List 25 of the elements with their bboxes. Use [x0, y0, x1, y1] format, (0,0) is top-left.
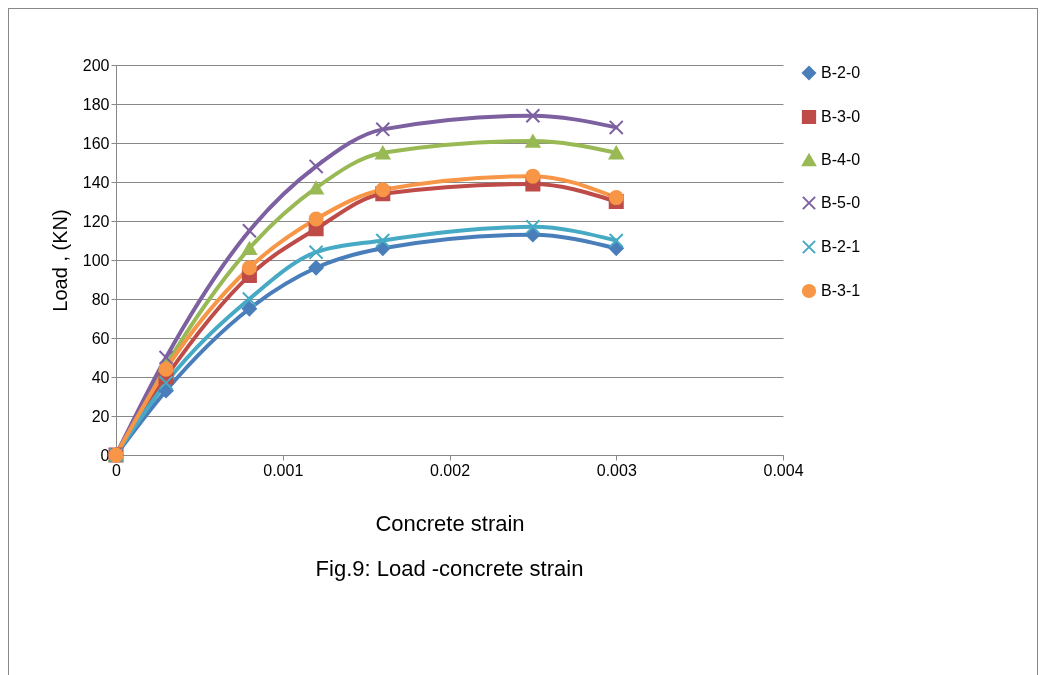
y-tick-label: 40 — [91, 368, 110, 386]
y-tick-label: 20 — [91, 407, 110, 425]
legend-label: B-5-0 — [821, 194, 861, 211]
y-tick-label: 0 — [100, 446, 110, 464]
y-tick-label: 140 — [82, 173, 110, 191]
x-tick-label: 0 — [112, 461, 122, 479]
y-tick-label: 120 — [82, 212, 110, 230]
y-tick-label: 180 — [82, 95, 110, 113]
legend-label: B-3-0 — [821, 108, 861, 125]
x-tick-label: 0.003 — [596, 461, 637, 479]
y-axis-title: Load , (KN) — [48, 209, 71, 312]
y-tick-label: 100 — [82, 251, 110, 269]
y-tick-label: 80 — [91, 290, 110, 308]
legend-label: B-2-0 — [821, 64, 861, 81]
text: Fig.9: Load -concrete strain — [315, 556, 584, 581]
x-tick-label: 0.004 — [763, 461, 804, 479]
x-axis-title: Concrete strain — [375, 510, 525, 536]
legend-label: B-3-1 — [821, 282, 861, 299]
y-tick-label: 200 — [82, 56, 110, 74]
legend-label: B-2-1 — [821, 238, 861, 255]
x-tick-label: 0.002 — [429, 461, 471, 479]
y-tick-label: 60 — [91, 329, 110, 347]
y-tick-label: 160 — [82, 134, 110, 152]
x-tick-label: 0.001 — [263, 461, 304, 479]
legend-label: B-4-0 — [821, 151, 861, 168]
